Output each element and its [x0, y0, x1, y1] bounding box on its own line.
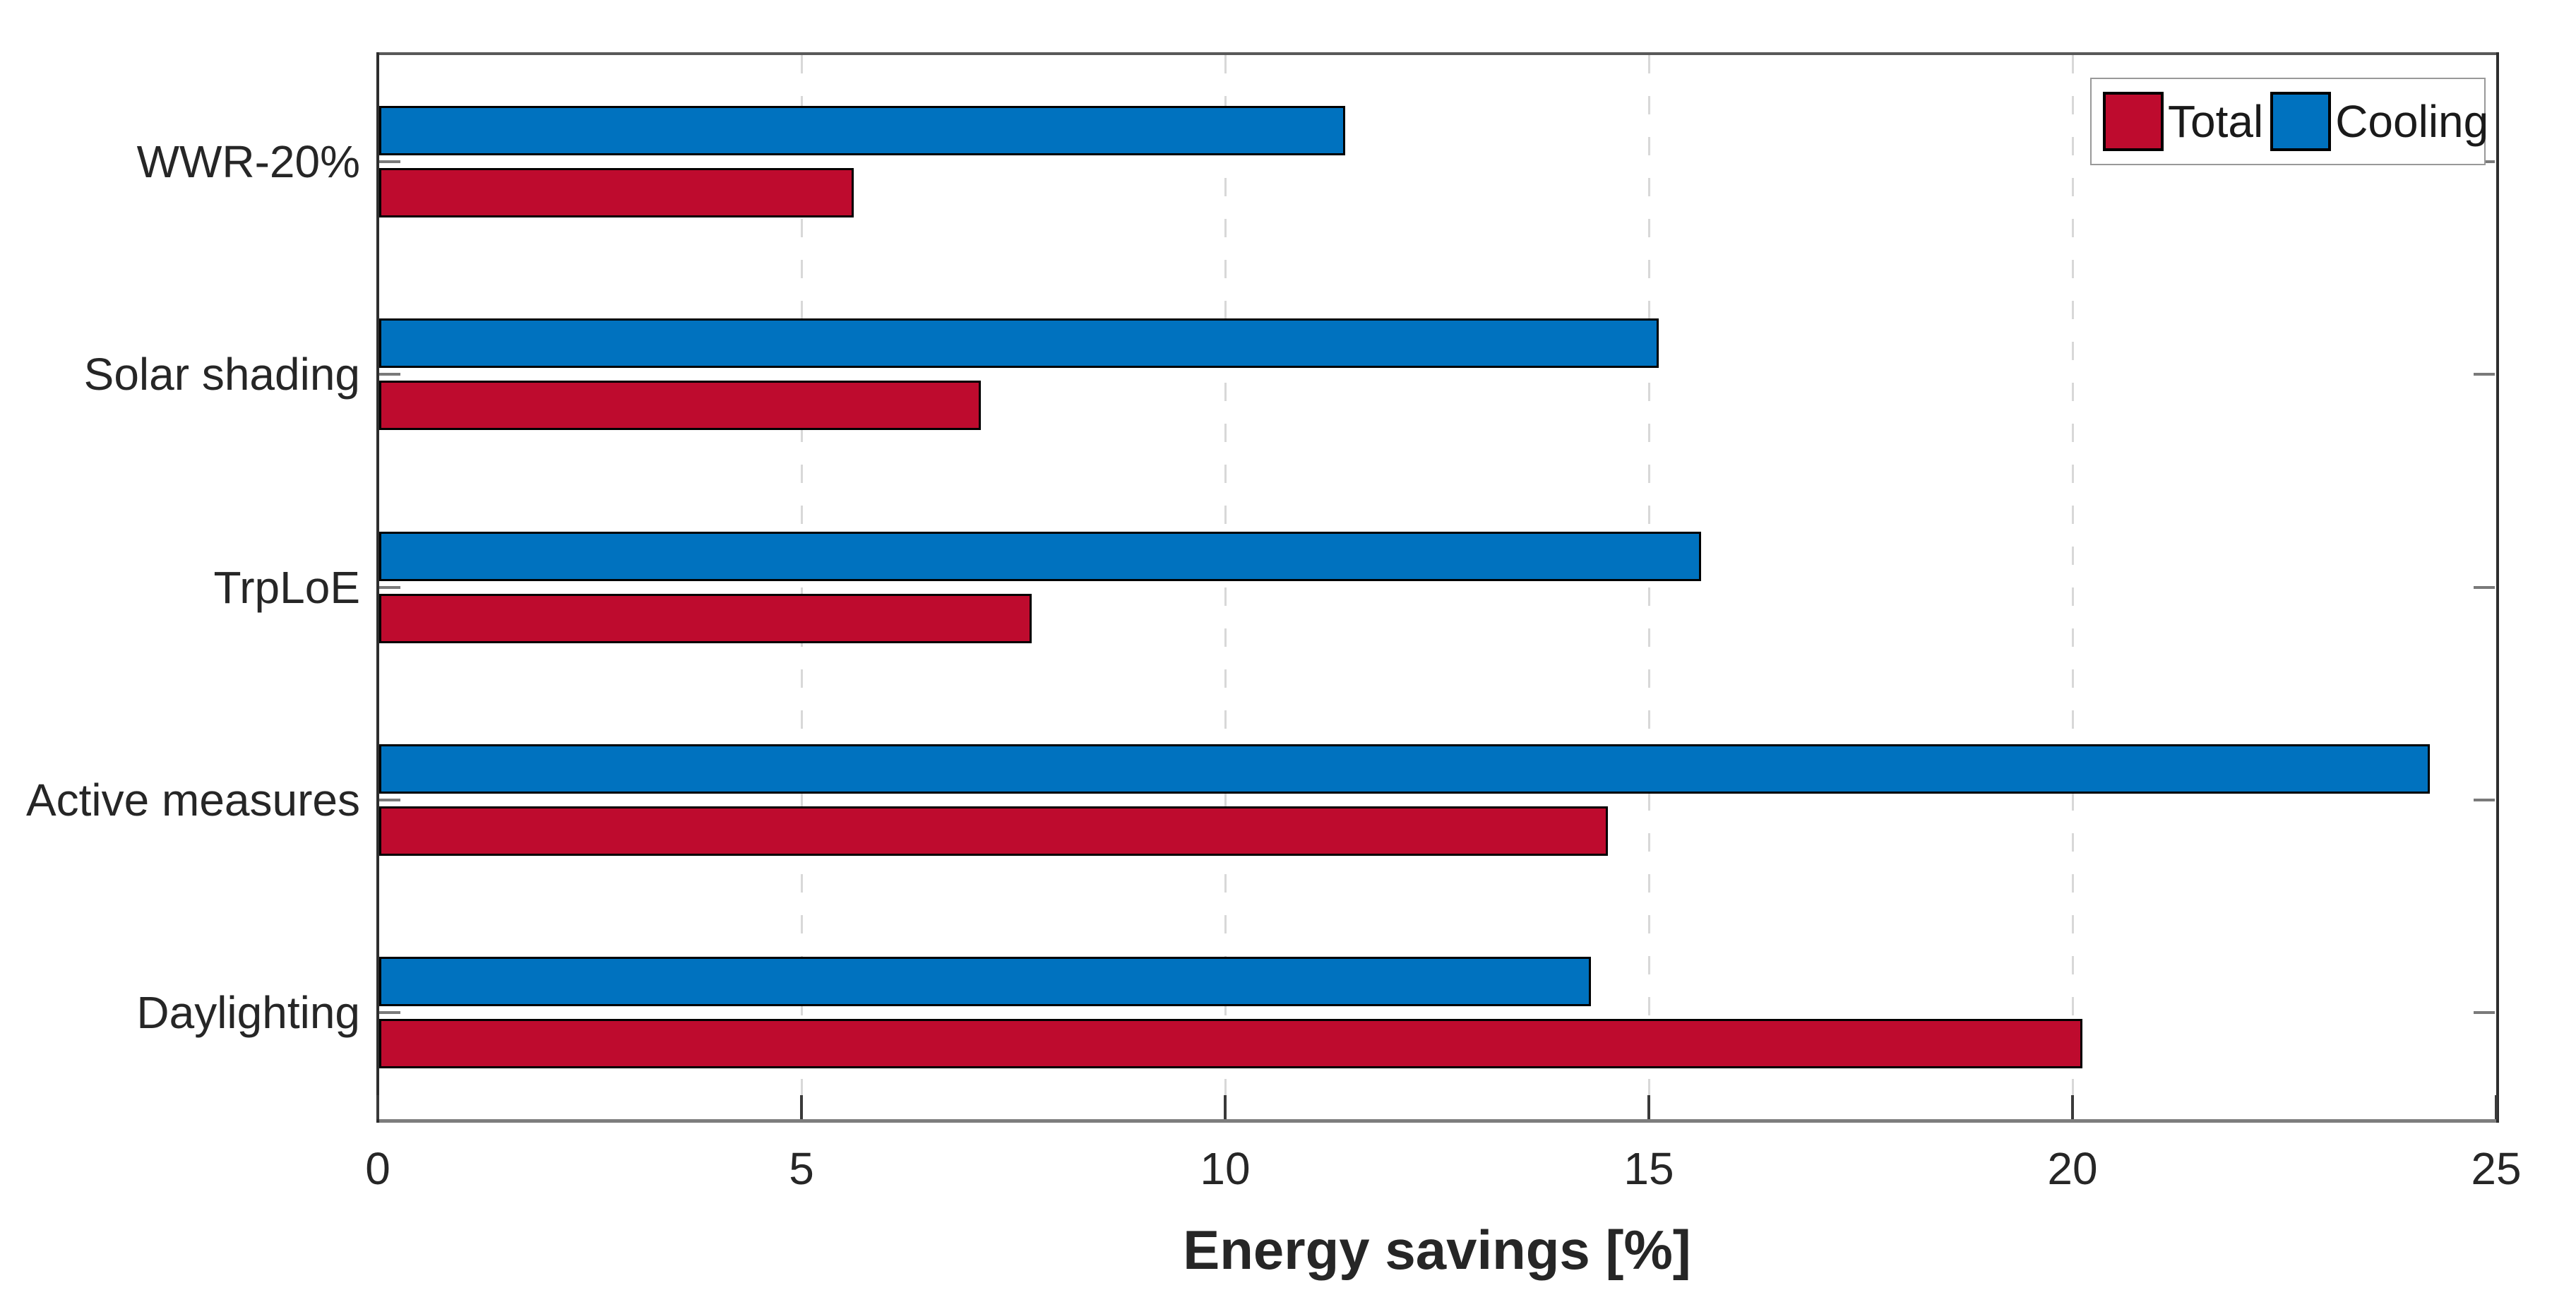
bar-cooling: [379, 531, 1701, 581]
gridline: [2072, 55, 2074, 1119]
axis-spine-top: [376, 52, 2499, 55]
legend-swatch-cooling: [2270, 92, 2332, 151]
bar-total: [379, 806, 1608, 856]
axis-spine-right: [2496, 52, 2499, 1123]
y-category-label: TrpLoE: [213, 561, 361, 613]
y-tick-right: [2474, 373, 2495, 376]
x-tick-label: 10: [1200, 1143, 1251, 1194]
x-tick: [376, 1095, 379, 1119]
x-tick-label: 5: [789, 1143, 814, 1194]
gridline: [801, 55, 803, 1119]
y-tick-right: [2474, 798, 2495, 801]
legend-label-total: Total: [2168, 96, 2264, 147]
y-category-label: Solar shading: [83, 349, 360, 400]
bar-total: [379, 167, 854, 217]
x-axis-label: Energy savings [%]: [1183, 1219, 1691, 1281]
y-category-label: Daylighting: [136, 987, 360, 1039]
x-tick-label: 20: [2047, 1143, 2098, 1194]
x-tick: [800, 1095, 803, 1119]
y-tick-left: [379, 160, 400, 163]
x-tick: [1224, 1095, 1227, 1119]
bar-total: [379, 1019, 2082, 1069]
bar-cooling: [379, 318, 1659, 369]
axis-spine-left: [376, 52, 379, 1123]
y-tick-right: [2474, 1011, 2495, 1015]
axis-spine-bottom: [376, 1119, 2499, 1123]
y-category-label: Active measures: [25, 774, 360, 825]
legend-label-cooling: Cooling: [2335, 96, 2489, 147]
bar-total: [379, 593, 1032, 643]
gridline: [1648, 55, 1650, 1119]
x-tick-label: 25: [2471, 1143, 2522, 1194]
gridline: [1224, 55, 1227, 1119]
x-tick-label: 15: [1623, 1143, 1674, 1194]
x-tick: [2071, 1095, 2074, 1119]
y-tick-left: [379, 798, 400, 801]
x-tick: [2495, 1095, 2498, 1119]
bar-cooling: [379, 957, 1591, 1007]
y-tick-left: [379, 373, 400, 376]
y-tick-right: [2474, 585, 2495, 589]
y-category-label: WWR-20%: [136, 136, 360, 187]
legend: Total Cooling: [2090, 78, 2489, 165]
legend-swatch-total: [2103, 92, 2164, 151]
x-tick: [1647, 1095, 1650, 1119]
bar-cooling: [379, 105, 1345, 155]
bar-cooling: [379, 744, 2430, 794]
y-tick-left: [379, 585, 400, 589]
x-tick-label: 0: [365, 1143, 390, 1194]
bar-total: [379, 381, 981, 431]
y-tick-left: [379, 1011, 400, 1015]
